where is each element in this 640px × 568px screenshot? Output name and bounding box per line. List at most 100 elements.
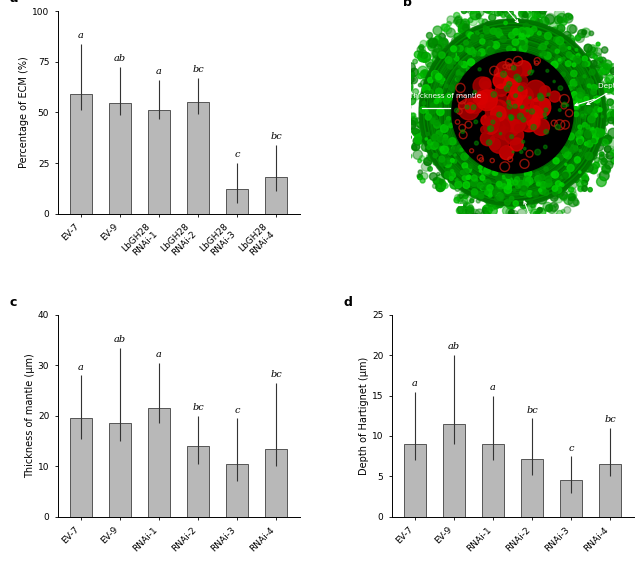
Circle shape (444, 98, 450, 104)
Circle shape (456, 19, 464, 27)
Circle shape (503, 118, 513, 128)
Circle shape (421, 53, 426, 59)
Circle shape (454, 178, 463, 187)
Circle shape (454, 108, 459, 112)
Circle shape (607, 99, 614, 106)
Circle shape (517, 39, 522, 43)
Circle shape (412, 113, 416, 118)
Circle shape (493, 0, 499, 6)
Circle shape (414, 94, 419, 100)
Circle shape (495, 197, 499, 201)
Circle shape (520, 222, 527, 228)
Circle shape (437, 184, 440, 187)
Circle shape (500, 71, 507, 77)
Circle shape (447, 16, 454, 23)
Bar (70, 94, 92, 214)
Circle shape (544, 108, 548, 112)
Circle shape (509, 107, 525, 123)
Circle shape (484, 116, 499, 131)
Circle shape (440, 179, 445, 185)
Circle shape (495, 175, 502, 181)
Circle shape (473, 77, 491, 95)
Circle shape (431, 70, 439, 78)
Circle shape (611, 111, 618, 118)
Text: ab: ab (114, 55, 126, 63)
Circle shape (543, 202, 552, 211)
Circle shape (598, 108, 602, 112)
Text: bc: bc (270, 132, 282, 141)
Circle shape (493, 44, 497, 49)
Circle shape (561, 147, 568, 153)
Circle shape (570, 145, 577, 152)
Circle shape (494, 9, 501, 16)
Circle shape (411, 77, 415, 82)
Circle shape (504, 122, 518, 136)
Circle shape (598, 159, 605, 167)
Circle shape (582, 123, 588, 127)
Circle shape (465, 103, 476, 113)
Circle shape (593, 113, 597, 118)
Circle shape (404, 104, 411, 111)
Circle shape (447, 64, 453, 69)
Circle shape (502, 200, 506, 203)
Text: a: a (9, 0, 18, 5)
Circle shape (486, 47, 493, 54)
Circle shape (500, 0, 511, 5)
Circle shape (586, 52, 591, 56)
Circle shape (439, 158, 447, 166)
Circle shape (480, 35, 483, 37)
Circle shape (579, 89, 582, 92)
Circle shape (587, 127, 591, 131)
Circle shape (504, 9, 513, 18)
Circle shape (531, 204, 536, 208)
Circle shape (591, 77, 599, 85)
Circle shape (456, 70, 462, 77)
Circle shape (599, 70, 607, 78)
Circle shape (444, 172, 451, 178)
Circle shape (407, 120, 416, 129)
Circle shape (507, 180, 513, 186)
Circle shape (540, 215, 545, 219)
Circle shape (423, 121, 429, 127)
Circle shape (484, 179, 491, 186)
Circle shape (547, 93, 550, 96)
Circle shape (596, 42, 600, 46)
Circle shape (593, 134, 599, 140)
Circle shape (452, 55, 456, 59)
Circle shape (463, 184, 474, 194)
Circle shape (600, 57, 606, 64)
Circle shape (487, 197, 496, 206)
Circle shape (453, 141, 456, 144)
Circle shape (439, 56, 445, 62)
Circle shape (537, 14, 541, 18)
Circle shape (497, 10, 503, 15)
Circle shape (527, 191, 533, 197)
Circle shape (527, 115, 540, 130)
Circle shape (419, 83, 422, 87)
Circle shape (450, 180, 459, 189)
Circle shape (498, 126, 512, 140)
Circle shape (440, 83, 442, 86)
Circle shape (489, 14, 495, 21)
Circle shape (561, 176, 563, 178)
Circle shape (560, 183, 562, 185)
Circle shape (422, 101, 426, 105)
Circle shape (601, 64, 611, 73)
Circle shape (600, 114, 606, 119)
Circle shape (499, 218, 503, 222)
Circle shape (410, 76, 417, 84)
Circle shape (466, 213, 469, 217)
Circle shape (544, 167, 548, 171)
Circle shape (513, 28, 519, 35)
Circle shape (436, 75, 444, 82)
Circle shape (457, 76, 462, 81)
Circle shape (579, 149, 581, 152)
Circle shape (480, 176, 484, 180)
Circle shape (454, 33, 461, 40)
Circle shape (518, 86, 523, 91)
Circle shape (614, 83, 624, 94)
Circle shape (426, 132, 429, 136)
Circle shape (518, 110, 540, 132)
Circle shape (580, 111, 587, 118)
Circle shape (415, 136, 421, 142)
